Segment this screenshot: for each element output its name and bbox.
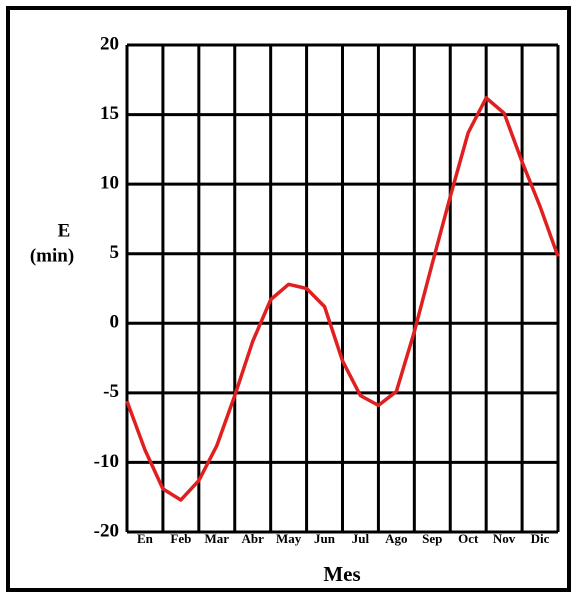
- x-tick-label: May: [276, 531, 302, 546]
- y-label: (min): [30, 245, 74, 266]
- x-tick-label: Jun: [314, 531, 336, 546]
- x-tick-label: Abr: [242, 531, 265, 546]
- x-tick-label: Dic: [531, 531, 550, 546]
- x-tick-label: Mar: [205, 531, 230, 546]
- x-label: Mes: [323, 562, 360, 586]
- y-tick-label: 10: [100, 173, 119, 194]
- y-tick-label: -20: [94, 520, 119, 541]
- line-series: [125, 96, 560, 502]
- x-tick-label: Jul: [352, 531, 370, 546]
- y-label: E: [58, 220, 71, 241]
- x-tick-label: Ago: [385, 531, 407, 546]
- y-tick-label: -10: [94, 451, 119, 472]
- y-tick-label: -5: [103, 381, 119, 402]
- x-tick-label: Feb: [170, 531, 191, 546]
- y-tick-label: 0: [110, 312, 120, 333]
- x-tick-label: En: [137, 531, 154, 546]
- x-tick-label: Nov: [493, 531, 516, 546]
- x-tick-label: Oct: [458, 531, 479, 546]
- y-tick-label: 15: [100, 103, 119, 124]
- y-tick-label: 20: [100, 33, 119, 54]
- frame: [6, 6, 571, 592]
- x-tick-label: Sep: [422, 531, 442, 546]
- y-tick-label: 5: [110, 242, 120, 263]
